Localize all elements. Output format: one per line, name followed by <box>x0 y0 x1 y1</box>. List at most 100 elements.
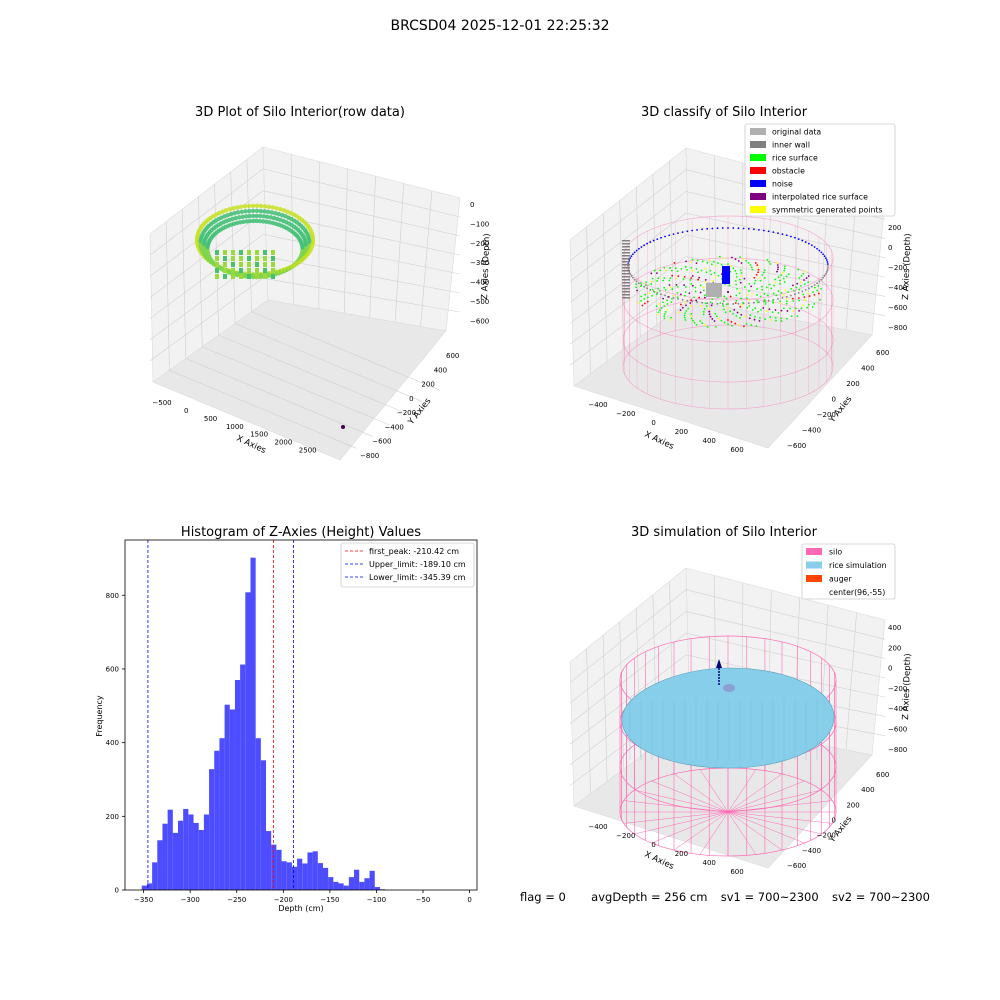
data-point <box>763 269 766 272</box>
tick-label: 400 <box>888 624 901 632</box>
data-point <box>763 299 766 301</box>
data-point <box>643 298 646 300</box>
histogram-bar <box>219 738 225 890</box>
data-point <box>803 279 805 281</box>
grid-line <box>569 256 687 345</box>
data-point <box>737 302 740 305</box>
data-point <box>803 296 806 299</box>
tick-label: −400 <box>802 427 821 435</box>
data-point <box>752 228 755 231</box>
data-point <box>271 250 275 255</box>
grid-line <box>602 635 608 782</box>
data-point <box>749 264 752 266</box>
data-point <box>777 266 779 269</box>
grid-line <box>198 196 203 347</box>
x-tick-label: 0 <box>467 896 471 904</box>
data-point <box>266 204 272 210</box>
data-point <box>706 261 709 264</box>
tick-label: 1000 <box>226 423 244 431</box>
data-point <box>269 210 275 215</box>
data-point <box>774 309 777 311</box>
histogram-bar <box>369 870 375 890</box>
tick-label: 400 <box>861 786 874 794</box>
data-point <box>725 303 728 306</box>
data-point <box>748 290 750 292</box>
data-point <box>735 272 738 275</box>
data-point <box>640 282 642 285</box>
data-point <box>664 294 666 297</box>
histogram-bar <box>152 862 158 890</box>
data-point <box>756 264 759 267</box>
data-point <box>817 292 820 295</box>
data-point <box>712 280 714 282</box>
data-point <box>743 286 746 288</box>
grid-line <box>218 334 406 414</box>
data-point <box>656 238 659 241</box>
silo-floor-spoke <box>727 811 757 855</box>
pane-floor <box>152 299 447 461</box>
data-point <box>767 299 770 302</box>
data-point <box>695 268 698 270</box>
data-point <box>237 215 242 220</box>
data-point <box>780 317 783 320</box>
data-point <box>658 309 661 312</box>
y-tick-label: 0 <box>115 887 119 895</box>
data-point <box>738 324 741 326</box>
data-point <box>239 209 245 215</box>
data-point <box>729 295 732 298</box>
data-point <box>657 277 660 280</box>
data-point <box>671 288 674 291</box>
data-point <box>744 315 747 318</box>
data-point <box>780 291 783 294</box>
data-point <box>827 265 829 267</box>
data-point <box>687 307 690 310</box>
data-point <box>708 313 711 316</box>
grid-line <box>569 589 687 683</box>
data-point <box>633 251 636 254</box>
sv2-text: sv2 = 700~2300 <box>831 890 930 904</box>
grid-line <box>149 168 264 256</box>
data-point <box>759 295 762 298</box>
data-point <box>804 289 807 291</box>
data-point <box>721 227 724 229</box>
data-point <box>628 259 631 261</box>
data-point <box>691 319 694 322</box>
data-point <box>727 303 729 305</box>
data-point <box>250 208 256 214</box>
wall-point <box>622 255 630 257</box>
point-cloud-classified <box>622 227 829 328</box>
plot-frame <box>124 539 478 891</box>
data-point <box>704 281 707 283</box>
data-point <box>761 274 764 276</box>
data-point <box>752 301 755 304</box>
tick-label: −200 <box>397 409 416 417</box>
data-point <box>751 309 754 311</box>
data-point <box>785 234 788 237</box>
data-point <box>818 280 821 283</box>
data-point <box>711 227 714 230</box>
chart-classify: 3D classify of Silo Interior original dat… <box>569 105 913 454</box>
data-point <box>813 286 816 289</box>
data-point <box>826 261 829 263</box>
silo-floor-spoke <box>699 811 729 855</box>
grid-line <box>262 277 461 313</box>
legend: silo rice simulation auger center(96,-55) <box>801 543 896 600</box>
data-point <box>228 211 234 217</box>
data-point <box>263 274 267 279</box>
data-point <box>715 265 717 267</box>
data-point <box>660 236 662 239</box>
data-point <box>246 203 252 209</box>
data-point <box>808 295 811 297</box>
data-point <box>710 304 713 307</box>
data-point <box>810 244 813 247</box>
silo-ring <box>622 257 834 343</box>
data-point <box>803 283 806 286</box>
data-point <box>663 266 666 269</box>
legend-label: rice simulation <box>829 561 887 570</box>
tick-label: 400 <box>434 366 447 374</box>
data-point <box>769 263 772 265</box>
data-point <box>757 310 759 313</box>
data-point <box>251 213 256 219</box>
data-point <box>694 286 697 289</box>
data-point <box>813 303 816 305</box>
